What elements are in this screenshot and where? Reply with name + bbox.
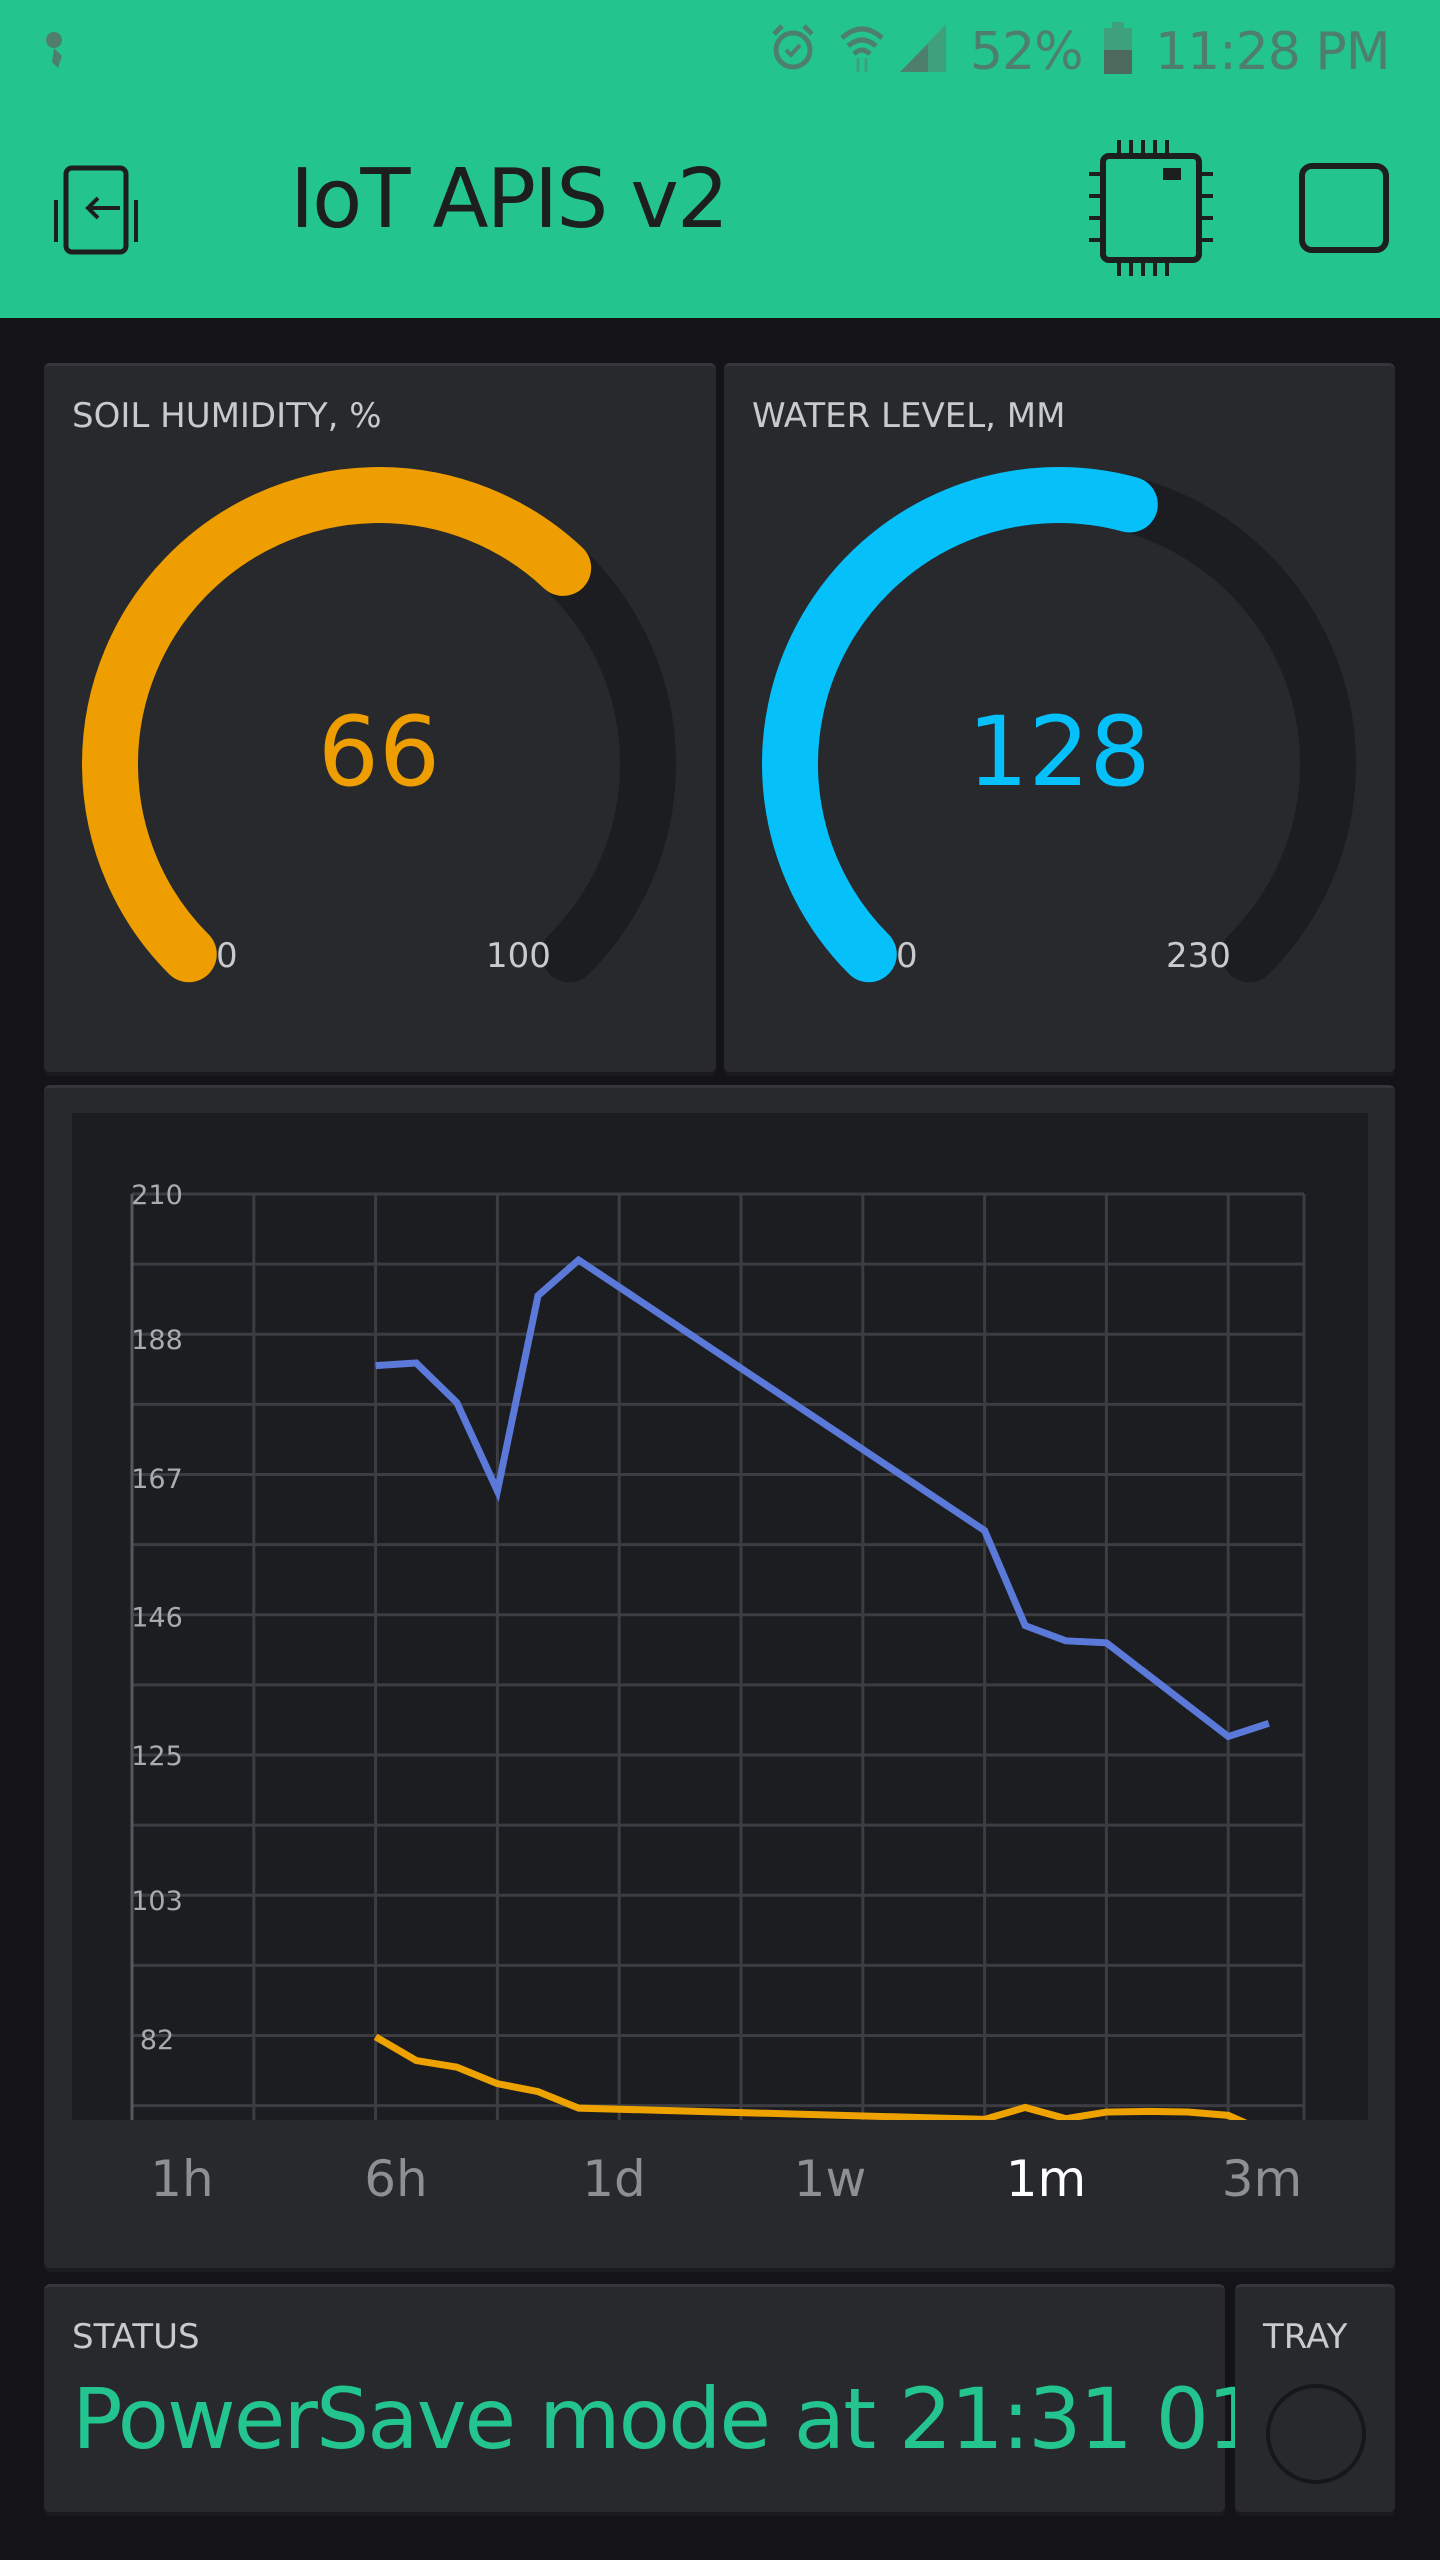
gauge-min: 0 bbox=[896, 936, 918, 976]
tray-label: TRAY bbox=[1263, 2317, 1348, 2357]
gauge-max: 230 bbox=[1166, 936, 1231, 976]
tab-1h[interactable]: 1h bbox=[150, 2150, 214, 2208]
gauge-label: WATER LEVEL, MM bbox=[752, 396, 1066, 436]
gauge-value: 128 bbox=[967, 696, 1151, 808]
notification-icon bbox=[46, 32, 62, 68]
wifi-icon bbox=[840, 26, 884, 72]
tab-6h[interactable]: 6h bbox=[364, 2150, 428, 2208]
tab-3m[interactable]: 3m bbox=[1221, 2150, 1303, 2208]
series-line-0 bbox=[375, 1255, 1270, 1741]
app-header: 52% 11:28 PM IoT APIS v2 bbox=[0, 0, 1440, 318]
chart-area[interactable]: 210188167146125103826140Dec 12Dec 15Dec … bbox=[72, 1113, 1368, 2365]
gauge-label: SOIL HUMIDITY, % bbox=[72, 396, 382, 436]
gauge-arc bbox=[762, 467, 1356, 983]
gauge-max: 100 bbox=[486, 936, 551, 976]
y-tick-label: 125 bbox=[131, 1741, 183, 1772]
tab-1m[interactable]: 1m bbox=[1005, 2150, 1087, 2208]
water-level-gauge-widget[interactable]: WATER LEVEL, MM 128 0 230 bbox=[724, 363, 1395, 1072]
tray-widget: TRAY bbox=[1235, 2284, 1395, 2512]
y-tick-label: 167 bbox=[131, 1464, 183, 1495]
gauge-fill bbox=[82, 466, 592, 983]
y-tick-label: 188 bbox=[131, 1325, 183, 1356]
line-chart: 210188167146125103826140Dec 12Dec 15Dec … bbox=[84, 1180, 1306, 2365]
status-widget: STATUS bbox=[44, 2284, 1225, 2512]
tab-1d[interactable]: 1d bbox=[582, 2150, 646, 2208]
battery-percent: 52% bbox=[970, 22, 1084, 82]
page-title: IoT APIS v2 bbox=[290, 152, 729, 247]
exit-icon[interactable] bbox=[48, 160, 144, 256]
tray-button[interactable] bbox=[1266, 2384, 1366, 2484]
soil-humidity-gauge-widget[interactable]: SOIL HUMIDITY, % 66 0 100 bbox=[44, 363, 716, 1072]
status-label: STATUS bbox=[72, 2317, 200, 2357]
device-chip-icon[interactable] bbox=[1085, 140, 1217, 276]
series-line-1 bbox=[373, 2033, 1271, 2137]
battery-icon bbox=[1104, 22, 1132, 74]
alarm-icon bbox=[772, 24, 814, 70]
gauge-value: 66 bbox=[317, 696, 441, 808]
y-tick-label: 82 bbox=[140, 2025, 174, 2056]
clock-time: 11:28 PM bbox=[1155, 22, 1391, 82]
status-value: PowerSave mode at 21:31 01/10 bbox=[72, 2370, 1390, 2468]
y-tick-label: 146 bbox=[131, 1602, 183, 1633]
y-tick-label: 103 bbox=[131, 1886, 183, 1917]
gauge-min: 0 bbox=[216, 936, 238, 976]
signal-icon bbox=[900, 24, 946, 72]
tab-1w[interactable]: 1w bbox=[793, 2150, 867, 2208]
gauge-fill bbox=[762, 467, 1158, 983]
y-tick-label: 210 bbox=[131, 1180, 183, 1211]
gauge-arc bbox=[82, 466, 676, 983]
stop-square-icon[interactable] bbox=[1298, 162, 1390, 254]
